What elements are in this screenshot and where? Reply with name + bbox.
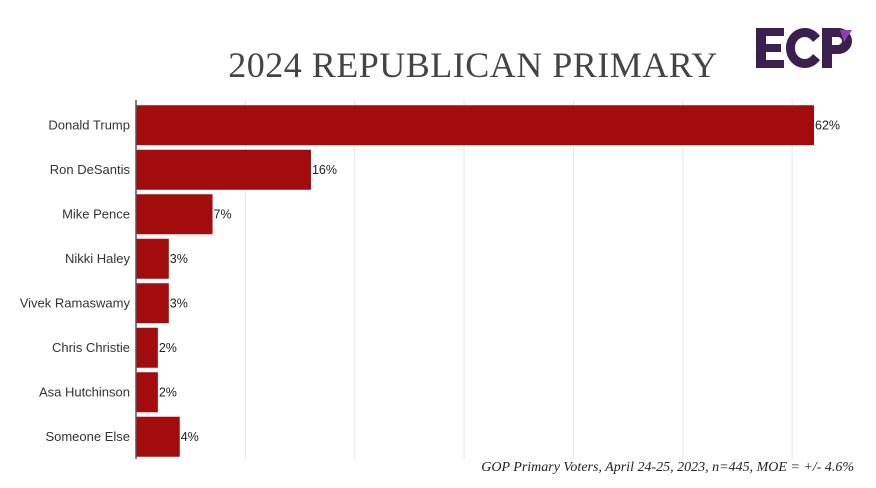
bar-donald-trump bbox=[136, 105, 814, 146]
value-label: 16% bbox=[312, 163, 337, 177]
bar-vivek-ramaswamy bbox=[136, 283, 169, 324]
bar-nikki-haley bbox=[136, 238, 169, 279]
category-label: Someone Else bbox=[45, 429, 130, 444]
category-label: Mike Pence bbox=[62, 206, 130, 221]
category-label: Ron DeSantis bbox=[50, 162, 131, 177]
value-label: 2% bbox=[159, 341, 177, 355]
value-label: 3% bbox=[170, 252, 188, 266]
value-label: 7% bbox=[214, 207, 232, 221]
value-label: 62% bbox=[815, 118, 840, 132]
value-labels: 62% 16% 7% 3% 3% 2% 2% 4% bbox=[159, 118, 840, 444]
bar-asa-hutchinson bbox=[136, 372, 158, 413]
category-label: Vivek Ramaswamy bbox=[20, 295, 131, 310]
category-label: Chris Christie bbox=[52, 340, 130, 355]
ecp-logo-icon bbox=[756, 28, 852, 68]
value-label: 3% bbox=[170, 296, 188, 310]
category-label: Nikki Haley bbox=[65, 251, 131, 266]
bars bbox=[136, 105, 814, 457]
bar-mike-pence bbox=[136, 194, 213, 235]
category-labels: Donald Trump Ron DeSantis Mike Pence Nikki … bbox=[20, 117, 131, 444]
bar-ron-desantis bbox=[136, 149, 311, 190]
category-label: Asa Hutchinson bbox=[39, 384, 130, 399]
category-label: Donald Trump bbox=[48, 117, 130, 132]
gridlines bbox=[244, 100, 793, 459]
value-label: 2% bbox=[159, 385, 177, 399]
bar-someone-else bbox=[136, 416, 180, 457]
value-label: 4% bbox=[181, 430, 199, 444]
source-note: GOP Primary Voters, April 24-25, 2023, n… bbox=[481, 460, 854, 475]
bar-chris-christie bbox=[136, 327, 158, 368]
ecp-logo bbox=[754, 26, 854, 75]
chart-title: 2024 REPUBLICAN PRIMARY bbox=[228, 45, 718, 85]
